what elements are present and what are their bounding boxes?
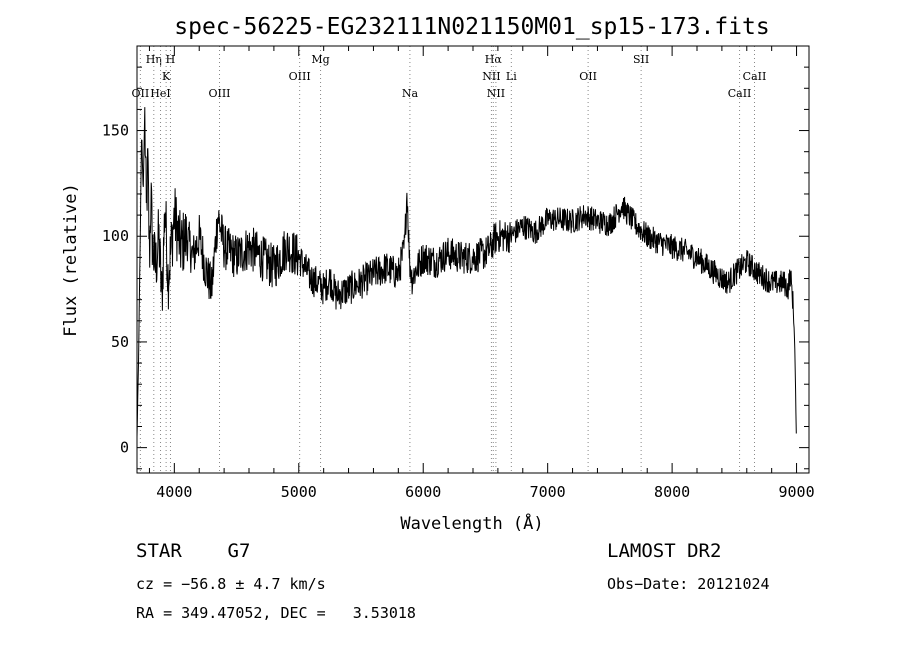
chart-title: spec-56225-EG232111N021150M01_sp15-173.f… [174, 14, 769, 40]
y-tick-label: 50 [111, 333, 129, 351]
line-marker-label: K [162, 70, 171, 83]
y-axis-label: Flux (relative) [61, 183, 81, 337]
obs-date-text: Obs−Date: 20121024 [607, 575, 770, 593]
y-tick-label: 150 [102, 122, 129, 140]
line-marker-label: Li [506, 70, 517, 83]
line-marker-label: SII [633, 53, 649, 66]
line-marker-label: Hη [146, 53, 162, 66]
y-tick-label: 0 [120, 439, 129, 457]
x-tick-label: 4000 [156, 483, 192, 501]
line-marker-label: H [166, 53, 176, 66]
line-marker-label: NII [482, 70, 500, 83]
line-marker-label: NII [487, 87, 505, 100]
redshift-text: cz = −56.8 ± 4.7 km/s [136, 575, 326, 593]
survey-text: LAMOST DR2 [607, 540, 722, 562]
line-marker-label: Hα [485, 53, 503, 66]
axis-ticks: 4000 5000 6000 7000 8000 9000 0 50 100 150 [102, 45, 815, 501]
x-axis-label: Wavelength (Å) [400, 512, 543, 534]
line-marker-label: Mg [311, 53, 329, 66]
x-tick-label: 7000 [530, 483, 566, 501]
coordinates-text: RA = 349.47052, DEC = 3.53018 [136, 604, 416, 622]
object-class-text: STAR G7 [136, 540, 251, 562]
line-marker-label: HeI [150, 87, 170, 100]
line-marker-label: OIII [208, 87, 230, 100]
x-tick-label: 5000 [281, 483, 317, 501]
spectrum-line [136, 107, 797, 438]
line-marker-label: CaII [728, 87, 752, 100]
line-marker-label: OIII [289, 70, 311, 83]
line-marker-label: OII [132, 87, 150, 100]
x-tick-label: 8000 [654, 483, 690, 501]
line-marker-label: CaII [743, 70, 767, 83]
line-marker-label: Na [402, 87, 419, 100]
x-tick-label: 9000 [778, 483, 814, 501]
line-marker-label: OII [579, 70, 597, 83]
x-tick-label: 6000 [405, 483, 441, 501]
y-tick-label: 100 [102, 227, 129, 245]
